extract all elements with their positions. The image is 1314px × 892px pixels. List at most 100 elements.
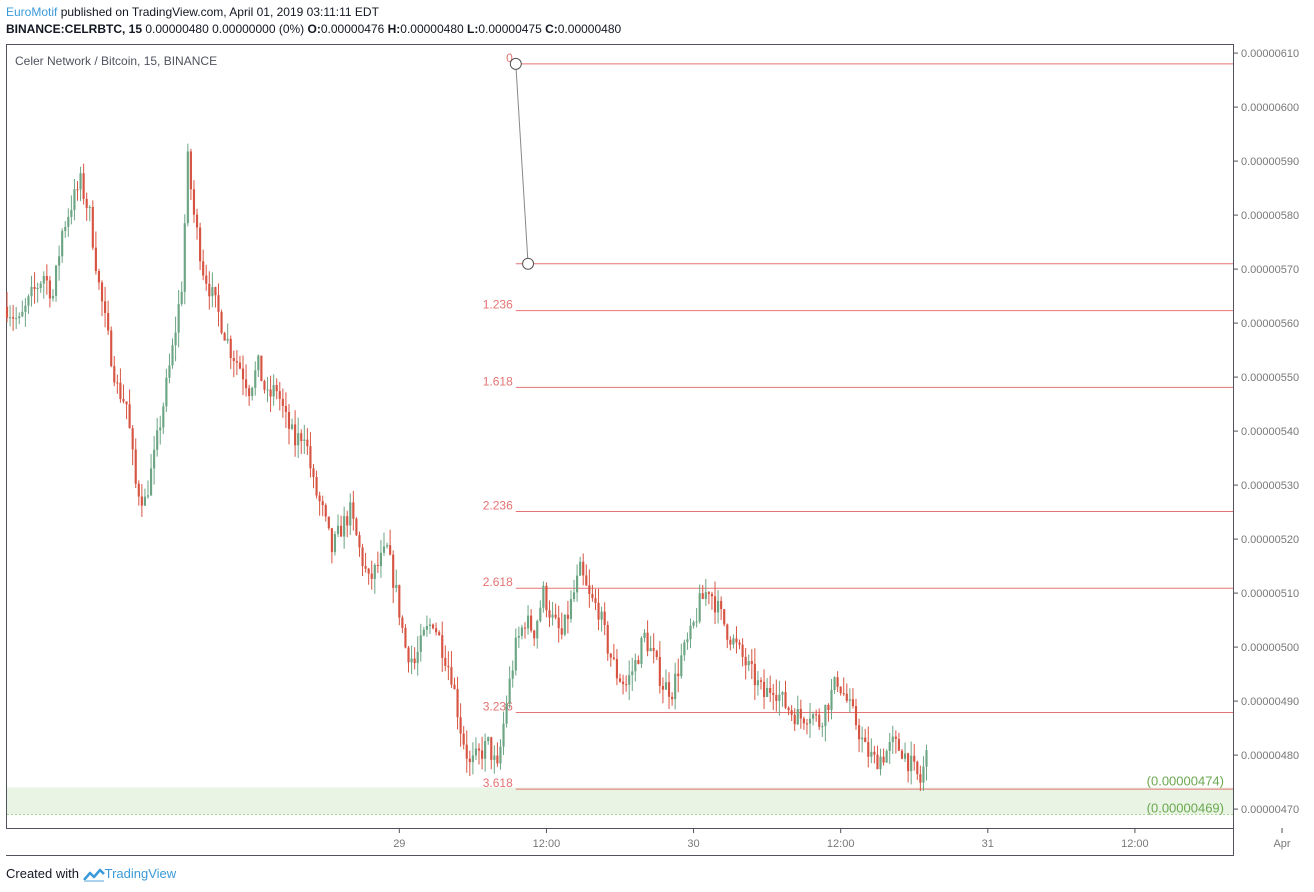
candle-body [861,737,864,740]
fib-level-label: 0 [506,51,513,65]
candle-body [382,546,386,553]
candle-body [723,609,726,625]
candle-body [257,355,260,371]
candle-body [266,389,269,391]
candle-body [159,427,162,431]
fib-level-label: 3.618 [483,776,513,790]
candle-body [389,545,392,555]
fib-level-label: 2.618 [483,575,513,589]
candle-body [658,657,661,686]
candle-body [146,495,150,497]
candle-body [713,596,717,613]
candle-body [447,665,450,668]
price-tick-label: 0.00000590 [1241,156,1299,168]
candle-body [698,593,701,622]
candle-body [340,525,343,537]
candle-body [738,642,741,645]
time-tick-label: 29 [393,838,405,850]
candle-body [572,592,576,600]
candle-body [441,635,444,658]
candle-body [634,660,637,672]
candle-body [805,723,809,725]
candle-body [33,286,36,290]
candle-body [21,311,24,317]
candle-body [612,657,615,660]
candle-body [695,621,698,623]
candle-body [628,675,631,685]
candles [5,57,928,792]
price-axis[interactable]: 0.00000610 0.00000600 0.00000590 0.00000580… [1233,48,1299,816]
candle-body [833,677,836,690]
candle-body [189,151,192,190]
candle-body [720,600,723,610]
candle-body [753,663,756,686]
candle-body [910,755,913,772]
target-zone-label: (0.00000474) [1147,774,1224,789]
candle-body [618,678,622,682]
candle-body [916,761,919,775]
candle-body [419,635,422,652]
author-link[interactable]: EuroMotif [6,5,58,19]
candle-body [223,333,226,341]
candle-body [104,301,107,313]
symbol-text: BINANCE:CELRBTC, 15 [6,22,143,36]
candle-body [907,753,910,772]
candle-body [153,449,156,469]
candle-body [686,639,689,643]
candle-body [336,525,340,535]
price-tick-label: 0.00000490 [1241,696,1299,708]
candle-body [18,316,21,319]
price-tick-label: 0.00000530 [1241,480,1299,492]
candle-body [100,282,104,302]
candle-body [358,535,361,548]
candle-body [211,287,214,297]
candle-body [413,658,416,664]
candle-body [156,430,159,450]
price-tick-label: 0.00000610 [1241,48,1299,60]
candle-body [667,682,671,697]
tradingview-brand-link[interactable]: TradingView [104,866,177,881]
candle-body [848,699,851,701]
fib-anchor-trend [515,63,529,264]
candle-body [395,585,398,588]
fib-extension[interactable]: 0 1.236 1.618 2.236 2.618 3.236 3.618 [483,51,1233,790]
candle-body [140,496,143,506]
candle-body [177,304,180,333]
candle-body [125,401,128,405]
price-tick-label: 0.00000580 [1241,210,1299,222]
footer: Created with TradingView [6,866,176,882]
candle-body [603,611,606,626]
candle-body [496,755,499,764]
candle-body [499,746,502,764]
candle-body [367,568,370,574]
candle-body [180,291,183,305]
plot-area[interactable] [6,44,1234,829]
candle-body [444,657,447,666]
candle-body [854,706,858,726]
candle-body [248,388,251,397]
candle-body [741,644,744,657]
candle-body [168,365,171,378]
candle-body [97,271,101,283]
candle-body [404,627,407,648]
price-tick-label: 0.00000480 [1241,750,1299,762]
candle-body [8,317,12,319]
candle-body [508,678,511,704]
candle-body [717,600,720,613]
candle-body [324,505,327,517]
published-text: published on TradingView.com, April 01, … [60,5,379,19]
candle-body [110,330,113,367]
candle-body [526,615,530,629]
candle-body [398,585,401,618]
candle-body [609,653,612,658]
time-tick-label: 12:00 [533,838,561,850]
candle-body [585,575,588,586]
fib-level-label: 1.236 [483,298,513,312]
candle-body [493,755,496,760]
candle-body [729,639,732,645]
candle-body [514,637,517,671]
candle-body [882,756,885,763]
candle-body [692,622,695,626]
